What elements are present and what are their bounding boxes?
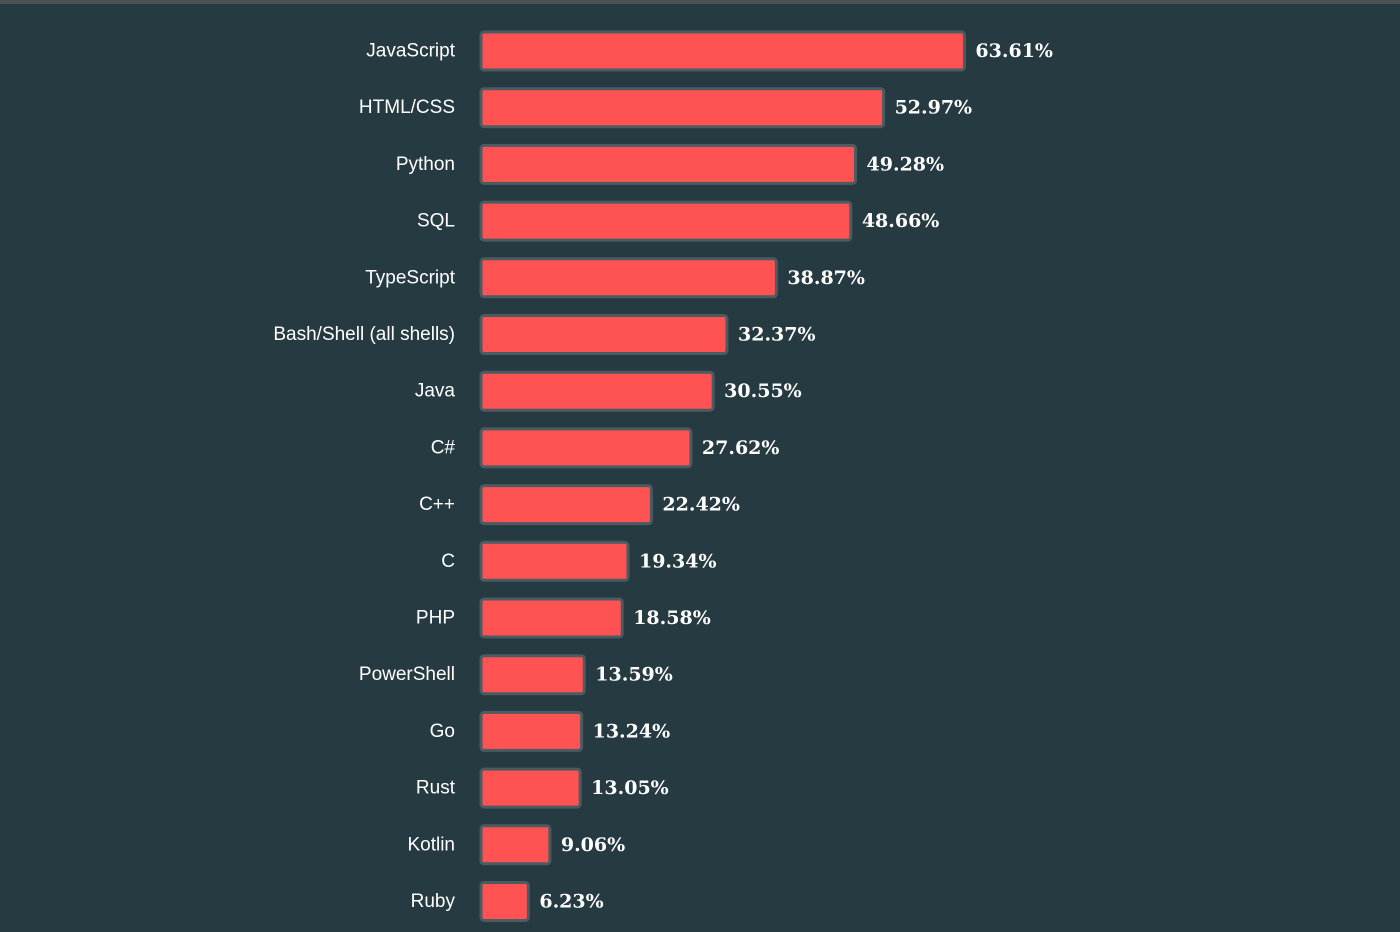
category-label: TypeScript [365,267,455,288]
category-label: Ruby [411,891,456,912]
value-label: 9.06% [561,834,625,856]
category-label: JavaScript [366,41,455,62]
value-label: 38.87% [787,267,865,289]
category-label: Kotlin [407,834,455,855]
category-label: PHP [416,608,455,629]
bar-15 [479,881,530,922]
value-label: 13.59% [595,664,673,686]
category-label: Rust [416,778,456,799]
bars-layer [479,30,966,922]
value-label: 13.24% [593,720,671,742]
bar-9 [479,540,630,582]
bar-3 [479,200,853,242]
value-label: 27.62% [702,437,780,459]
value-label: 6.23% [539,891,603,913]
bar-0 [479,30,966,72]
bar-6 [479,370,715,412]
bar-13 [479,767,582,809]
bar-7 [479,427,693,469]
value-label: 48.66% [862,210,940,232]
category-label: Java [415,381,456,402]
category-label: Python [396,154,455,175]
value-label: 49.28% [867,153,945,175]
category-label: SQL [417,211,455,232]
value-label: 13.05% [591,777,669,799]
value-label: 30.55% [724,380,802,402]
labels-layer: JavaScript 63.61% HTML/CSS 52.97% Python 49.2… [273,40,1053,913]
bar-4 [479,257,778,299]
bar-10 [479,597,624,639]
bar-8 [479,484,653,526]
bar-chart: JavaScript 63.61% HTML/CSS 52.97% Python 49.2… [273,30,1053,922]
bar-12 [479,710,584,752]
category-label: Go [430,721,455,742]
value-label: 19.34% [639,550,717,572]
bar-14 [479,824,552,866]
bar-1 [479,87,886,129]
category-label: HTML/CSS [359,97,455,118]
value-label: 22.42% [662,494,740,516]
category-label: C [441,551,455,572]
category-label: C# [431,437,456,458]
category-label: PowerShell [359,664,455,685]
value-label: 18.58% [633,607,711,629]
value-label: 63.61% [975,40,1053,62]
bar-2 [479,143,858,185]
bar-5 [479,314,729,355]
category-label: C++ [419,494,455,515]
category-label: Bash/Shell (all shells) [273,324,455,345]
bar-11 [479,654,586,696]
value-label: 32.37% [738,324,816,346]
value-label: 52.97% [895,97,973,119]
